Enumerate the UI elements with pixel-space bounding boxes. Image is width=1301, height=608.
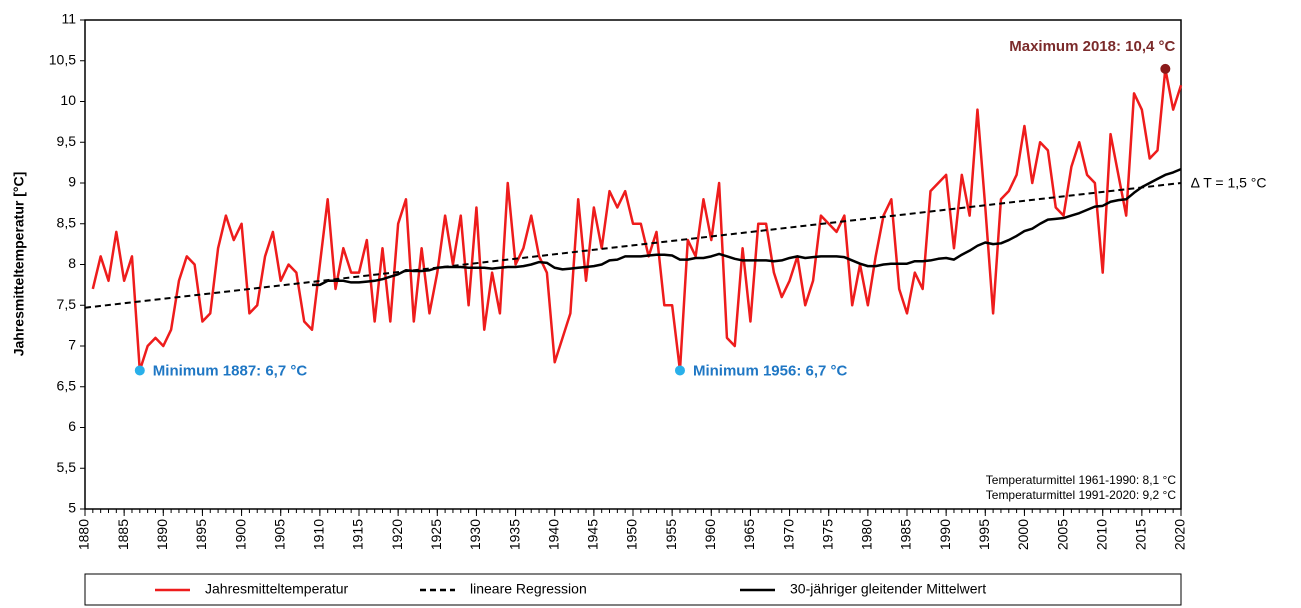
y-tick-label: 6 [68, 418, 76, 434]
x-tick-label: 2010 [1093, 519, 1109, 550]
x-tick-label: 1920 [389, 519, 405, 550]
y-tick-label: 10,5 [49, 51, 76, 67]
series-line [91, 67, 1183, 372]
y-tick-label: 9 [68, 174, 76, 190]
annotation-label: Maximum 2018: 10,4 °C [1009, 38, 1175, 55]
x-tick-label: 1885 [115, 519, 131, 550]
x-tick-label: 1960 [702, 519, 718, 550]
x-tick-label: 1980 [859, 519, 875, 550]
delta-label: ∆ T = 1,5 °C [1191, 175, 1267, 191]
legend-label: lineare Regression [470, 581, 587, 597]
y-tick-label: 8,5 [57, 214, 77, 230]
x-tick-label: 1925 [428, 519, 444, 550]
annotation-label: Minimum 1887: 6,7 °C [153, 362, 308, 379]
x-tick-label: 1990 [937, 519, 953, 550]
y-tick-label: 9,5 [57, 133, 77, 149]
y-tick-label: 10 [60, 92, 76, 108]
annotation-point [134, 365, 145, 376]
legend-label: Jahresmitteltemperatur [205, 581, 349, 597]
x-tick-label: 1880 [76, 519, 92, 550]
x-tick-label: 2015 [1133, 519, 1149, 550]
y-tick-label: 5 [68, 500, 76, 516]
note: Temperaturmittel 1991-2020: 9,2 °C [986, 488, 1177, 502]
x-tick-label: 1945 [585, 519, 601, 550]
x-tick-label: 1940 [545, 519, 561, 550]
legend-label: 30-jähriger gleitender Mittelwert [790, 581, 986, 597]
x-tick-label: 1970 [780, 519, 796, 550]
x-tick-label: 1895 [193, 519, 209, 550]
annotation-point [1160, 63, 1171, 74]
plot-frame [84, 19, 1182, 510]
annotation-label: Minimum 1956: 6,7 °C [693, 362, 848, 379]
x-tick-label: 1995 [976, 519, 992, 550]
y-tick-label: 5,5 [57, 459, 77, 475]
x-tick-label: 1900 [232, 519, 248, 550]
y-tick-label: 8 [68, 255, 76, 271]
x-tick-label: 1915 [350, 519, 366, 550]
x-tick-label: 1955 [663, 519, 679, 550]
note: Temperaturmittel 1961-1990: 8,1 °C [986, 473, 1177, 487]
legend-box [84, 573, 1182, 606]
x-tick-label: 1985 [898, 519, 914, 550]
x-tick-label: 2000 [1015, 519, 1031, 550]
x-tick-label: 2005 [1054, 519, 1070, 550]
y-axis-label: Jahresmitteltemperatur [°C] [11, 172, 27, 357]
x-tick-label: 1890 [154, 519, 170, 550]
x-tick-label: 1905 [271, 519, 287, 550]
annotation-point [674, 365, 685, 376]
series-line [312, 167, 1182, 287]
x-tick-label: 1950 [624, 519, 640, 550]
series-line [84, 182, 1182, 309]
x-tick-label: 1935 [506, 519, 522, 550]
x-tick-label: 1965 [741, 519, 757, 550]
y-tick-label: 7 [68, 337, 76, 353]
y-tick-label: 11 [61, 11, 76, 27]
x-tick-label: 1910 [311, 519, 327, 550]
y-tick-label: 7,5 [57, 296, 77, 312]
x-tick-label: 1975 [819, 519, 835, 550]
x-tick-label: 2020 [1172, 519, 1188, 550]
x-tick-label: 1930 [467, 519, 483, 550]
y-tick-label: 6,5 [57, 377, 77, 393]
